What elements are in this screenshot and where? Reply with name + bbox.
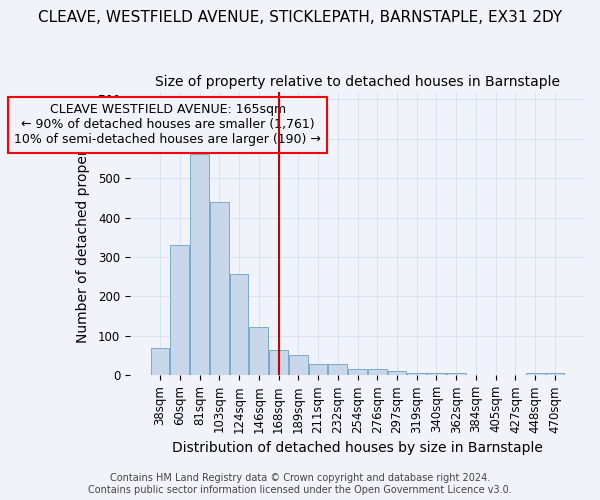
Bar bbox=[269, 350, 288, 376]
Bar bbox=[407, 373, 426, 376]
Bar bbox=[526, 374, 545, 376]
Bar bbox=[328, 364, 347, 376]
Bar bbox=[170, 246, 189, 376]
X-axis label: Distribution of detached houses by size in Barnstaple: Distribution of detached houses by size … bbox=[172, 441, 543, 455]
Y-axis label: Number of detached properties: Number of detached properties bbox=[76, 124, 90, 343]
Bar bbox=[545, 374, 565, 376]
Text: CLEAVE, WESTFIELD AVENUE, STICKLEPATH, BARNSTAPLE, EX31 2DY: CLEAVE, WESTFIELD AVENUE, STICKLEPATH, B… bbox=[38, 10, 562, 25]
Bar bbox=[447, 374, 466, 376]
Text: CLEAVE WESTFIELD AVENUE: 165sqm
← 90% of detached houses are smaller (1,761)
10%: CLEAVE WESTFIELD AVENUE: 165sqm ← 90% of… bbox=[14, 104, 321, 146]
Text: Contains HM Land Registry data © Crown copyright and database right 2024.
Contai: Contains HM Land Registry data © Crown c… bbox=[88, 474, 512, 495]
Title: Size of property relative to detached houses in Barnstaple: Size of property relative to detached ho… bbox=[155, 75, 560, 89]
Bar bbox=[250, 327, 268, 376]
Bar bbox=[427, 372, 446, 376]
Bar bbox=[388, 372, 406, 376]
Bar bbox=[151, 348, 169, 376]
Bar bbox=[308, 364, 328, 376]
Bar bbox=[368, 370, 386, 376]
Bar bbox=[190, 154, 209, 376]
Bar bbox=[348, 370, 367, 376]
Bar bbox=[289, 355, 308, 376]
Bar bbox=[230, 274, 248, 376]
Bar bbox=[210, 202, 229, 376]
